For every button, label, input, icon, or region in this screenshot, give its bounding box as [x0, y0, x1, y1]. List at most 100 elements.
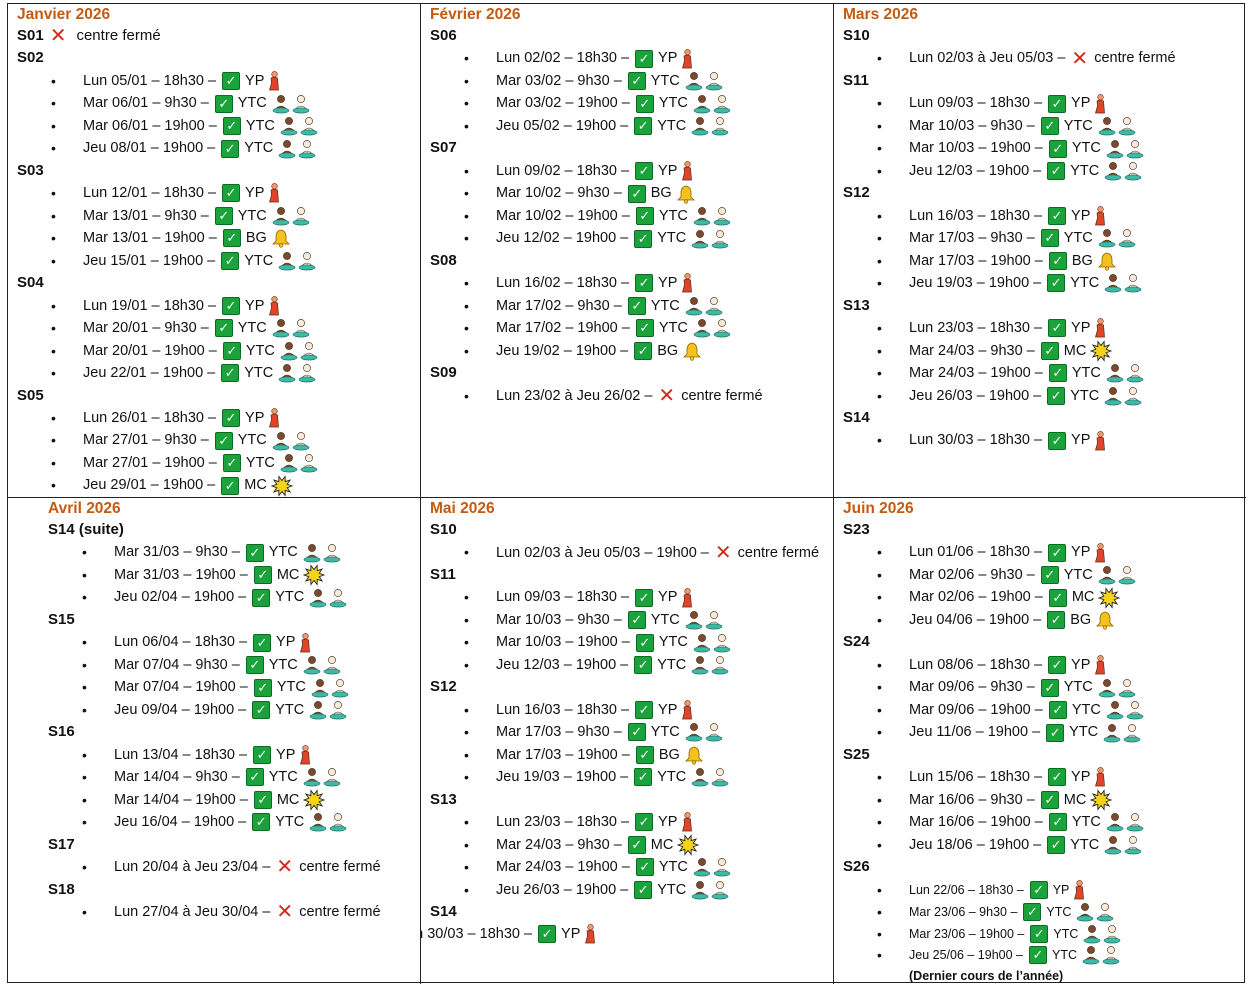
session-text: Mar 27/01 – 9h30 –: [83, 432, 209, 449]
week-label: S14: [843, 409, 870, 427]
session-row: Jeu 08/01 – 19h00 – ✓YTC: [17, 137, 414, 160]
check-icon: ✓: [1040, 117, 1059, 136]
class-tag: BG: [1070, 611, 1092, 628]
session-row: Jeu 19/02 – 19h00 – ✓BG: [430, 340, 827, 363]
class-tag: MC: [276, 566, 300, 583]
check-icon: ✓: [1030, 924, 1049, 943]
class-tag: YTC: [268, 544, 298, 561]
month-title: Mai 2026: [430, 500, 495, 517]
person-icon: [585, 924, 596, 944]
session-list: Lun 27/04 à Jeu 30/04 – ✕ centre fermé: [48, 901, 414, 924]
class-tag: YTC: [1063, 566, 1093, 583]
week-label: S24: [843, 633, 870, 651]
session-row: Lun 12/01 – 18h30 – ✓YP: [17, 182, 414, 205]
class-tag: YP: [1071, 207, 1091, 224]
session-text: Jeu 19/03 – 19h00 –: [496, 769, 629, 786]
class-tag: YTC: [657, 769, 687, 786]
session-text: Mar 10/02 – 9h30 –: [496, 185, 622, 202]
session-row: Mar 20/01 – 19h00 – ✓YTC: [17, 340, 414, 363]
session-row: Lun 26/01 – 18h30 – ✓YP: [17, 407, 414, 430]
class-tag: YTC: [1071, 701, 1101, 718]
check-icon: ✓: [1048, 701, 1067, 720]
week-label: S07: [430, 139, 457, 157]
week-label: S06: [430, 27, 457, 44]
bell-icon: [1096, 611, 1115, 630]
person-icon: [682, 273, 693, 293]
meditation-icon: [311, 678, 349, 697]
session-text: Lun 16/03 – 18h30 –: [909, 207, 1043, 224]
class-tag: YTC: [657, 230, 687, 247]
check-icon: ✓: [635, 858, 654, 877]
session-text: Mar 02/06 – 19h00 –: [909, 589, 1043, 606]
session-text: Mar 13/01 – 19h00 –: [83, 230, 217, 247]
session-text: Mar 10/03 – 9h30 –: [909, 117, 1035, 134]
session-list: Lun 16/03 – 18h30 –✓YPMar 17/03 – 9h30 –…: [430, 699, 827, 789]
meditation-icon: [278, 139, 316, 158]
session-row: Mar 17/03 – 19h00 – ✓BG: [843, 250, 1240, 273]
class-tag: YTC: [244, 365, 274, 382]
check-icon: ✓: [635, 633, 654, 652]
meditation-icon: [272, 431, 310, 451]
check-icon: ✓: [222, 454, 241, 473]
session-row: Lun 02/02 – 18h30 – ✓YP: [430, 47, 827, 70]
check-icon: ✓: [222, 296, 241, 315]
person-icon: [682, 48, 693, 68]
session-text: Jeu 26/03 – 19h00 –: [496, 881, 629, 898]
closed-label: centre fermé: [76, 27, 161, 44]
session-row: Jeu 09/04 – 19h00 – ✓YTC: [48, 699, 414, 722]
check-icon: ✓: [634, 341, 653, 360]
session-text: Mar 10/03 – 9h30 –: [496, 611, 622, 628]
session-list: Lun 06/04 – 18h30 –✓YPMar 07/04 – 9h30 –…: [48, 631, 414, 721]
check-icon: ✓: [1048, 319, 1067, 338]
meditation-icon: [303, 656, 341, 675]
class-tag: YTC: [658, 320, 688, 337]
person-icon: [682, 700, 693, 720]
session-text: Lun 09/03 – 18h30 –: [496, 589, 630, 606]
session-row: Mar 07/04 – 9h30 – ✓YTC: [48, 654, 414, 677]
class-tag: YTC: [650, 611, 680, 628]
session-row: Jeu 12/03 – 19h00 – ✓YTC: [430, 654, 827, 677]
check-icon: ✓: [634, 768, 653, 787]
session-list: Lun 22/06 – 18h30 – ✓ YP Mar 23/06 – 9h30 –…: [843, 879, 1240, 984]
check-icon: ✓: [214, 319, 233, 338]
class-tag: YTC: [658, 634, 688, 651]
session-text: Mar 24/03 – 9h30 –: [496, 836, 622, 853]
check-icon: ✓: [221, 251, 240, 270]
session-row: Mar 10/02 – 19h00 – ✓YTC: [430, 205, 827, 228]
session-row: Mar 10/03 – 9h30 – ✓YTC: [843, 115, 1240, 138]
session-row: Lun 23/03 – 18h30 – ✓YP: [843, 317, 1240, 340]
meditation-icon: [685, 72, 723, 91]
meditation-icon: [1098, 117, 1136, 136]
class-tag: YTC: [1063, 679, 1093, 696]
person-icon: [1095, 767, 1106, 787]
session-row: Mar 03/02 – 9h30 – ✓YTC: [430, 70, 827, 93]
session-text: Jeu 02/04 – 19h00 –: [114, 589, 247, 606]
check-icon: ✓: [222, 409, 241, 428]
check-icon: ✓: [222, 229, 241, 248]
meditation-icon: [1104, 162, 1142, 181]
week-label: S02: [17, 49, 44, 67]
week-label: S09: [430, 364, 457, 382]
session-text: Mar 24/03 – 19h00 –: [909, 365, 1043, 382]
person-icon: [682, 161, 693, 181]
session-row: Mar 23/06 – 19h00 – ✓ YTC: [843, 923, 1240, 945]
session-text: Mar 07/04 – 9h30 –: [114, 656, 240, 673]
session-text: Mar 13/01 – 9h30 –: [83, 207, 209, 224]
month-title: Avril 2026: [48, 500, 121, 517]
session-list: Lun 12/01 – 18h30 –✓YP Mar 13/01 – 9h30 –…: [17, 182, 414, 272]
session-text: Mar 06/01 – 9h30 –: [83, 95, 209, 112]
meditation-icon: [280, 341, 318, 361]
class-tag: YTC: [1070, 275, 1100, 292]
session-text: Lun 30/03 – 18h30 –: [421, 926, 533, 943]
check-icon: ✓: [1048, 588, 1067, 607]
session-row: Lun 22/06 – 18h30 – ✓ YP: [843, 879, 1240, 901]
cross-icon: ✕: [276, 856, 294, 879]
closed-label: centre fermé: [681, 387, 763, 404]
check-icon: ✓: [1047, 386, 1066, 405]
session-list: Lun 02/02 – 18h30 –✓YPMar 03/02 – 9h30 –…: [430, 47, 827, 137]
session-text: Jeu 08/01 – 19h00 –: [83, 140, 216, 157]
session-list: Lun 09/03 – 18h30 –✓YPMar 10/03 – 9h30 –…: [430, 586, 827, 676]
session-list: Lun 09/02 – 18h30 –✓YPMar 10/02 – 9h30 –…: [430, 160, 827, 250]
check-icon: ✓: [627, 611, 646, 630]
session-text: Jeu 15/01 – 19h00 –: [83, 252, 216, 269]
